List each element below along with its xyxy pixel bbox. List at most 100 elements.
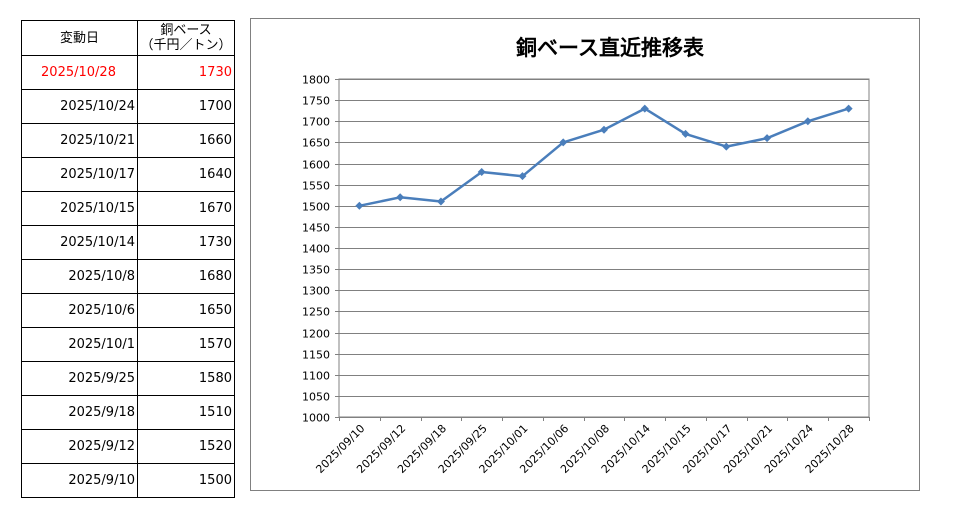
row-price-text: 1680	[198, 269, 232, 284]
row-date: 2025/10/6	[21, 293, 138, 328]
row-date: 2025/10/21	[21, 123, 138, 158]
header-price-line1: 銅ベース	[160, 23, 212, 38]
row-date: 2025/10/1	[21, 327, 138, 362]
row-price: 1570	[137, 327, 235, 362]
row-date-text: 2025/9/25	[68, 371, 135, 386]
row-price: 1660	[137, 123, 235, 158]
row-date: 2025/10/8	[21, 259, 138, 294]
y-tick-label: 1300	[302, 285, 330, 298]
data-point-marker	[436, 197, 445, 206]
y-tick-label: 1050	[302, 391, 330, 404]
row-date-text: 2025/10/1	[68, 337, 135, 352]
data-point-marker	[803, 117, 812, 126]
y-tick-label: 1200	[302, 328, 330, 341]
data-point-marker	[722, 142, 731, 151]
row-price: 1650	[137, 293, 235, 328]
table-row: 2025/10/15 1670	[21, 191, 235, 226]
row-price-text: 1670	[198, 201, 232, 216]
row-price: 1580	[137, 361, 235, 396]
row-price-text: 1580	[198, 371, 232, 386]
row-price: 1640	[137, 157, 235, 192]
row-date-text: 2025/9/10	[68, 473, 135, 488]
row-date: 2025/9/10	[21, 463, 138, 498]
data-point-marker	[355, 201, 364, 210]
data-point-marker	[559, 138, 568, 147]
y-tick-label: 1650	[302, 137, 330, 150]
table-body: 2025/10/28 1730 2025/10/24 1700 2025/10/21 16…	[21, 55, 235, 498]
row-date-text: 2025/9/12	[68, 439, 135, 454]
y-tick-label: 1250	[302, 306, 330, 319]
table-header-row: 変動日 銅ベース （千円／トン）	[21, 20, 235, 56]
table-row: 2025/10/14 1730	[21, 225, 235, 260]
row-price: 1500	[137, 463, 235, 498]
row-date-text: 2025/10/6	[68, 303, 135, 318]
row-date-text: 2025/10/24	[60, 99, 135, 114]
row-price: 1670	[137, 191, 235, 226]
line-chart: 銅ベース直近推移表 1000 1050 1100 1150 1200 1250 1300 135…	[302, 36, 870, 476]
y-tick-label: 1700	[302, 116, 330, 129]
table-row: 2025/9/18 1510	[21, 395, 235, 430]
table-row: 2025/9/10 1500	[21, 463, 235, 498]
data-point-marker	[763, 134, 772, 143]
row-price-text: 1570	[198, 337, 232, 352]
row-price-text: 1520	[198, 439, 232, 454]
row-date-text: 2025/9/18	[68, 405, 135, 420]
row-price-text: 1730	[198, 65, 232, 80]
row-price-text: 1640	[198, 167, 232, 182]
row-date-text: 2025/10/8	[68, 269, 135, 284]
row-price-text: 1500	[198, 473, 232, 488]
row-date: 2025/9/25	[21, 361, 138, 396]
header-price-line2: （千円／トン）	[140, 38, 232, 53]
data-point-marker	[640, 104, 649, 113]
row-date: 2025/10/17	[21, 157, 138, 192]
header-price: 銅ベース （千円／トン）	[137, 20, 235, 56]
table-row: 2025/10/24 1700	[21, 89, 235, 124]
row-price-text: 1510	[198, 405, 232, 420]
row-price: 1730	[137, 55, 235, 90]
y-tick-label: 1400	[302, 243, 330, 256]
y-tick-label: 1000	[302, 412, 330, 425]
data-point-marker	[600, 125, 608, 134]
y-tick-label: 1350	[302, 264, 330, 277]
data-point-marker	[518, 172, 527, 181]
series-line	[359, 107, 849, 208]
table-row: 2025/10/21 1660	[21, 123, 235, 158]
y-tick-label: 1150	[302, 349, 330, 362]
row-date-text: 2025/10/14	[60, 235, 135, 250]
row-date-text: 2025/10/21	[60, 133, 135, 148]
data-point-marker	[477, 167, 486, 176]
row-price-text: 1700	[198, 99, 232, 114]
row-date: 2025/10/24	[21, 89, 138, 124]
row-date: 2025/9/12	[21, 429, 138, 464]
row-date: 2025/10/28	[21, 55, 138, 90]
row-price-text: 1650	[198, 303, 232, 318]
table-row: 2025/10/28 1730	[21, 55, 235, 90]
row-price: 1520	[137, 429, 235, 464]
y-tick-label: 1450	[302, 222, 330, 235]
row-date-text: 2025/10/15	[60, 201, 135, 216]
row-price: 1730	[137, 225, 235, 260]
y-tick-label: 1600	[302, 159, 330, 172]
price-table: 変動日 銅ベース （千円／トン） 2025/10/28 1730 2025/10/2…	[21, 20, 235, 498]
table-row: 2025/10/1 1570	[21, 327, 235, 362]
header-date: 変動日	[21, 20, 138, 56]
row-price: 1700	[137, 89, 235, 124]
y-tick-label: 1750	[302, 95, 330, 108]
row-date: 2025/10/14	[21, 225, 138, 260]
row-price-text: 1730	[198, 235, 232, 250]
y-tick-label: 1100	[302, 370, 330, 383]
y-tick-label: 1800	[302, 74, 330, 87]
chart-area: 銅ベース直近推移表 1000 1050 1100 1150 1200 1250 1300 135…	[250, 18, 920, 491]
row-date: 2025/10/15	[21, 191, 138, 226]
data-point-marker	[681, 129, 690, 138]
chart-title: 銅ベース直近推移表	[516, 36, 705, 60]
y-tick-label: 1550	[302, 180, 330, 193]
row-date: 2025/9/18	[21, 395, 138, 430]
row-date-text: 2025/10/28	[41, 65, 116, 80]
row-price-text: 1660	[198, 133, 232, 148]
table-row: 2025/10/8 1680	[21, 259, 235, 294]
table-row: 2025/10/17 1640	[21, 157, 235, 192]
data-point-marker	[396, 193, 405, 202]
row-date-text: 2025/10/17	[60, 167, 135, 182]
table-row: 2025/9/25 1580	[21, 361, 235, 396]
